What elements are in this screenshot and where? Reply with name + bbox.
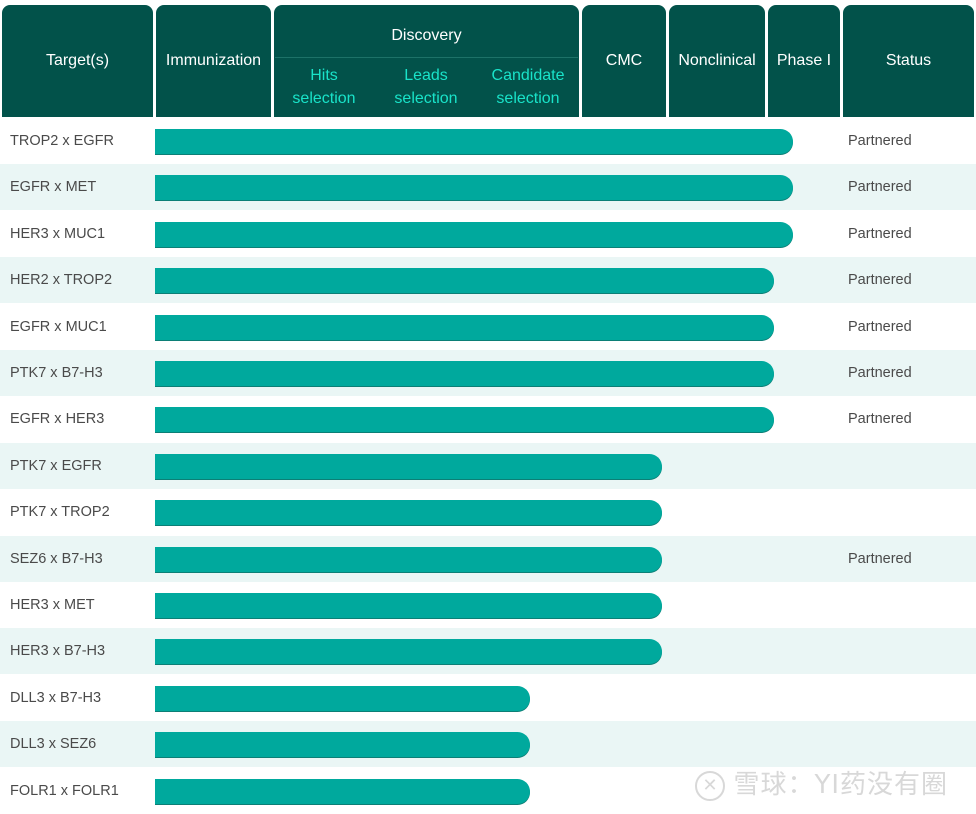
table-row: EGFR x MUC1 Partnered [0, 304, 976, 350]
target-label: SEZ6 x B7-H3 [10, 550, 103, 567]
target-label: EGFR x MUC1 [10, 318, 107, 335]
table-row: HER3 x B7-H3 [0, 628, 976, 675]
subheader-hits: Hits selection [274, 64, 374, 110]
table-row: SEZ6 x B7-H3 Partnered [0, 535, 976, 582]
status-label: Partnered [848, 550, 912, 567]
subheader-candidate-line2: selection [496, 90, 560, 107]
progress-bar [155, 500, 662, 526]
progress-bar [155, 361, 775, 386]
progress-bar [155, 129, 793, 154]
target-label: PTK7 x TROP2 [10, 504, 110, 521]
subheader-leads-line1: Leads [404, 67, 448, 84]
status-label: Partnered [848, 179, 912, 196]
progress-bar [155, 314, 775, 340]
table-row: PTK7 x TROP2 [0, 489, 976, 535]
header-phase1-label: Phase I [776, 52, 832, 69]
progress-bar [155, 593, 662, 618]
target-label: TROP2 x EGFR [10, 133, 114, 149]
subheader-candidate-line1: Candidate [491, 67, 565, 84]
table-row: EGFR x HER3 Partnered [0, 396, 976, 442]
table-row: HER3 x MET [0, 582, 976, 628]
table-row: HER2 x TROP2 Partnered [0, 257, 976, 304]
header-status: Status [843, 5, 974, 117]
header-cmc-label: CMC [605, 52, 643, 69]
table-row: HER3 x MUC1 Partnered [0, 211, 976, 257]
table-row: FOLR1 x FOLR1 [0, 768, 976, 814]
table-row: DLL3 x SEZ6 [0, 721, 976, 768]
target-label: EGFR x HER3 [10, 411, 105, 428]
status-label: Partnered [848, 411, 912, 428]
progress-bar [155, 268, 775, 294]
progress-bar [155, 685, 531, 711]
watermark-logo-icon [695, 770, 726, 801]
table-row: DLL3 x B7-H3 [0, 675, 976, 721]
header-discovery: Discovery [274, 5, 579, 117]
status-label: Partnered [848, 272, 912, 289]
subheader-hits-line2: selection [292, 90, 356, 107]
watermark: 雪球：YI药没有圈 [695, 764, 948, 801]
target-label: DLL3 x SEZ6 [10, 736, 97, 753]
target-label: DLL3 x B7-H3 [10, 689, 102, 706]
header-target: Target(s) [2, 5, 153, 117]
target-label: HER3 x MET [10, 597, 95, 613]
progress-bar [155, 175, 793, 201]
subheader-hits-line1: Hits [310, 67, 338, 84]
header-target-label: Target(s) [45, 52, 110, 69]
header-nonclinical: Nonclinical [669, 5, 765, 117]
subheader-leads-line2: selection [394, 90, 458, 107]
progress-bar [155, 639, 662, 665]
status-label: Partnered [848, 365, 912, 381]
target-label: HER3 x B7-H3 [10, 643, 106, 660]
header-cmc: CMC [582, 5, 666, 117]
progress-bar [155, 221, 793, 247]
header-status-label: Status [885, 52, 932, 69]
header-immunization-label: Immunization [165, 52, 262, 69]
table-row: PTK7 x B7-H3 Partnered [0, 350, 976, 396]
status-label: Partnered [848, 225, 912, 242]
table-row: TROP2 x EGFR Partnered [0, 118, 976, 164]
target-label: HER2 x TROP2 [10, 272, 113, 289]
target-label: EGFR x MET [10, 179, 97, 196]
header-nonclinical-label: Nonclinical [678, 52, 756, 69]
progress-bar [155, 546, 662, 572]
progress-bar [155, 453, 662, 479]
header-immunization: Immunization [156, 5, 271, 117]
progress-bar [155, 732, 531, 758]
header-discovery-label: Discovery [391, 27, 462, 44]
target-label: PTK7 x B7-H3 [10, 365, 103, 381]
subheader-leads: Leads selection [376, 64, 476, 110]
target-label: FOLR1 x FOLR1 [10, 782, 119, 799]
discovery-divider [275, 57, 578, 58]
progress-bar [155, 407, 775, 433]
status-label: Partnered [848, 133, 912, 149]
subheader-candidate: Candidate selection [476, 64, 580, 110]
progress-bar [155, 778, 531, 804]
table-row: EGFR x MET Partnered [0, 164, 976, 211]
table-row: PTK7 x EGFR [0, 442, 976, 489]
watermark-text: 雪球：YI药没有圈 [733, 770, 948, 800]
target-label: PTK7 x EGFR [10, 457, 102, 474]
target-label: HER3 x MUC1 [10, 225, 106, 242]
status-label: Partnered [848, 318, 912, 335]
header-phase1: Phase I [768, 5, 840, 117]
